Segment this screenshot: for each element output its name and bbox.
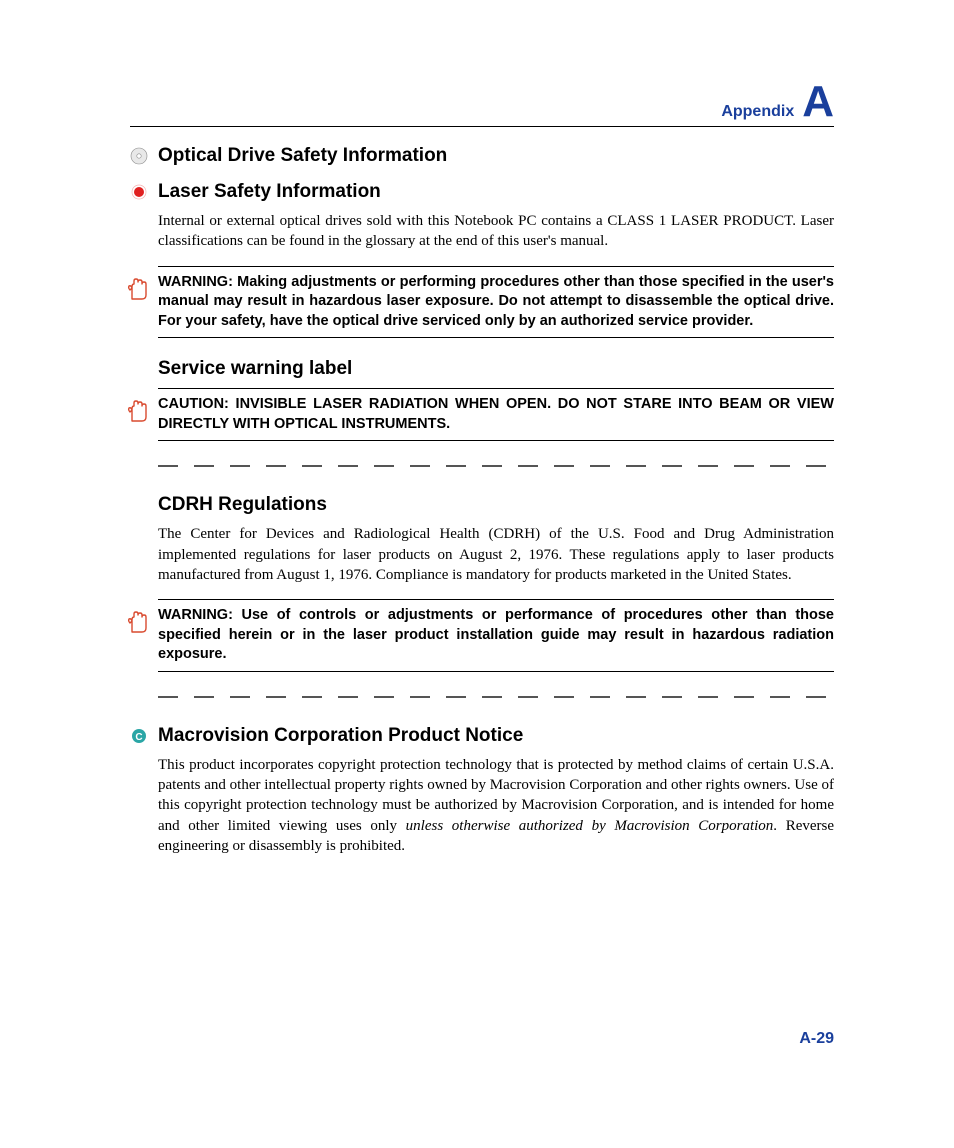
warning-box-3: WARNING: Use of controls or adjustments … bbox=[158, 599, 834, 672]
warning-hand-icon bbox=[126, 275, 148, 301]
dashed-divider bbox=[158, 696, 834, 698]
macrovision-heading: C Macrovision Corporation Product Notice bbox=[158, 725, 834, 747]
svg-text:C: C bbox=[135, 732, 142, 743]
service-warning-heading: Service warning label bbox=[158, 358, 834, 380]
warning-text: WARNING: Making adjustments or performin… bbox=[158, 273, 834, 332]
warning-hand-icon bbox=[126, 608, 148, 634]
macrovision-body: This product incorporates copyright prot… bbox=[158, 755, 834, 856]
laser-safety-heading: Laser Safety Information bbox=[158, 181, 834, 203]
warning-text: WARNING: Use of controls or adjustments … bbox=[158, 606, 834, 665]
cdrh-body: The Center for Devices and Radiological … bbox=[158, 524, 834, 585]
appendix-letter: A bbox=[802, 80, 834, 124]
macro-body-italic: unless otherwise authorized by Macrovisi… bbox=[406, 818, 774, 834]
cdrh-heading: CDRH Regulations bbox=[158, 494, 834, 516]
page-header: Appendix A bbox=[130, 80, 834, 127]
appendix-label: Appendix bbox=[721, 103, 794, 121]
warning-text: CAUTION: INVISIBLE LASER RADIATION WHEN … bbox=[158, 395, 834, 434]
optical-drive-safety-heading: Optical Drive Safety Information bbox=[158, 145, 834, 167]
warning-box-1: WARNING: Making adjustments or performin… bbox=[158, 266, 834, 339]
heading-text: Macrovision Corporation Product Notice bbox=[158, 725, 523, 746]
copyright-icon: C bbox=[130, 727, 148, 745]
dashed-divider bbox=[158, 465, 834, 467]
laser-safety-body: Internal or external optical drives sold… bbox=[158, 211, 834, 252]
heading-text: Laser Safety Information bbox=[158, 181, 381, 202]
heading-text: Optical Drive Safety Information bbox=[158, 145, 447, 166]
disc-icon bbox=[130, 147, 148, 165]
warning-box-2: CAUTION: INVISIBLE LASER RADIATION WHEN … bbox=[158, 388, 834, 441]
warning-hand-icon bbox=[126, 397, 148, 423]
page-number: A-29 bbox=[799, 1030, 834, 1048]
red-dot-icon bbox=[130, 183, 148, 201]
